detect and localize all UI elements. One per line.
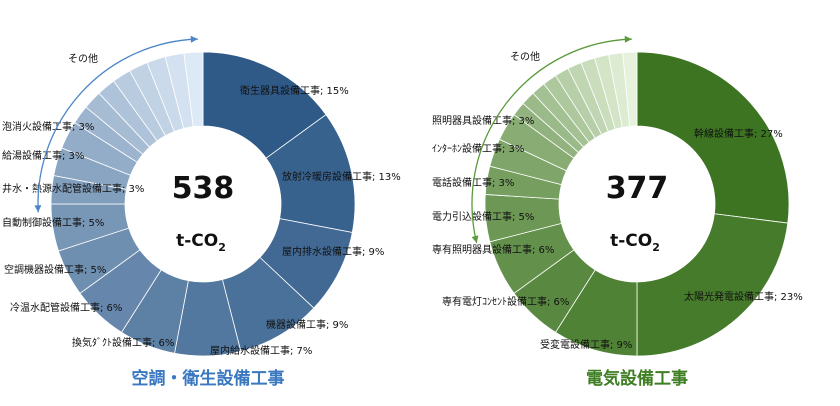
- unit-label: t-CO2: [610, 231, 660, 254]
- arrow-head-icon: [190, 35, 198, 43]
- slice-label: 照明器具設備工事; 3%: [432, 114, 534, 127]
- slice-label: 換気ﾀﾞｸﾄ設備工事; 6%: [72, 336, 174, 349]
- slice-label: 放射冷暖房設備工事; 13%: [282, 170, 401, 183]
- slice-label: 屋内給水設備工事; 7%: [210, 344, 312, 357]
- unit-label: t-CO2: [176, 231, 226, 254]
- others-label: その他: [68, 52, 98, 65]
- donut-chart-1: 衛生器具設備工事; 15% 放射冷暖房設備工事; 13% 屋内排水設備工事; 9% 機…: [2, 35, 401, 389]
- slice-label: 自動制御設備工事; 5%: [2, 216, 104, 229]
- total-value: 538: [172, 171, 235, 206]
- donut-hole: [559, 126, 715, 282]
- arrow-head-icon: [624, 35, 632, 43]
- donut-hole: [125, 126, 281, 282]
- others-range-arrow: [471, 38, 632, 244]
- slice-label: 井水・熱源水配管設備工事; 3%: [2, 182, 144, 195]
- total-value: 377: [606, 171, 669, 206]
- slice-label: 太陽光発電設備工事; 23%: [684, 290, 803, 303]
- slice-label: 受変電設備工事; 9%: [540, 338, 632, 351]
- arrow-head-icon: [471, 235, 479, 244]
- chart-title: 電気設備工事: [586, 368, 688, 389]
- others-label: その他: [510, 50, 540, 63]
- slice-label: 空調機器設備工事; 5%: [4, 263, 106, 276]
- donut-chart-2: 幹線設備工事; 27% 太陽光発電設備工事; 23% 受変電設備工事; 9% 専有電灯…: [432, 35, 803, 389]
- slice-label: 電力引込設備工事; 5%: [432, 210, 534, 223]
- chart-title: 空調・衛生設備工事: [132, 368, 285, 389]
- arrow-head-icon: [34, 205, 42, 213]
- slice-label: 泡消火設備工事; 3%: [2, 120, 94, 133]
- others-range-arrow: [37, 38, 198, 213]
- slice-label: 給湯設備工事; 3%: [2, 149, 84, 162]
- slice-label: 専有照明器具設備工事; 6%: [432, 243, 554, 256]
- slice-label: 衛生器具設備工事; 15%: [240, 84, 349, 97]
- slice-label: ｲﾝﾀｰﾎﾝ設備工事; 3%: [432, 142, 524, 155]
- slice-label: 幹線設備工事; 27%: [694, 127, 783, 140]
- slice-label: 機器設備工事; 9%: [266, 318, 348, 331]
- slice-label: 屋内排水設備工事; 9%: [282, 245, 384, 258]
- slice-label: 専有電灯ｺﾝｾﾝﾄ設備工事; 6%: [442, 295, 569, 308]
- slice-label: 冷温水配管設備工事; 6%: [10, 301, 122, 314]
